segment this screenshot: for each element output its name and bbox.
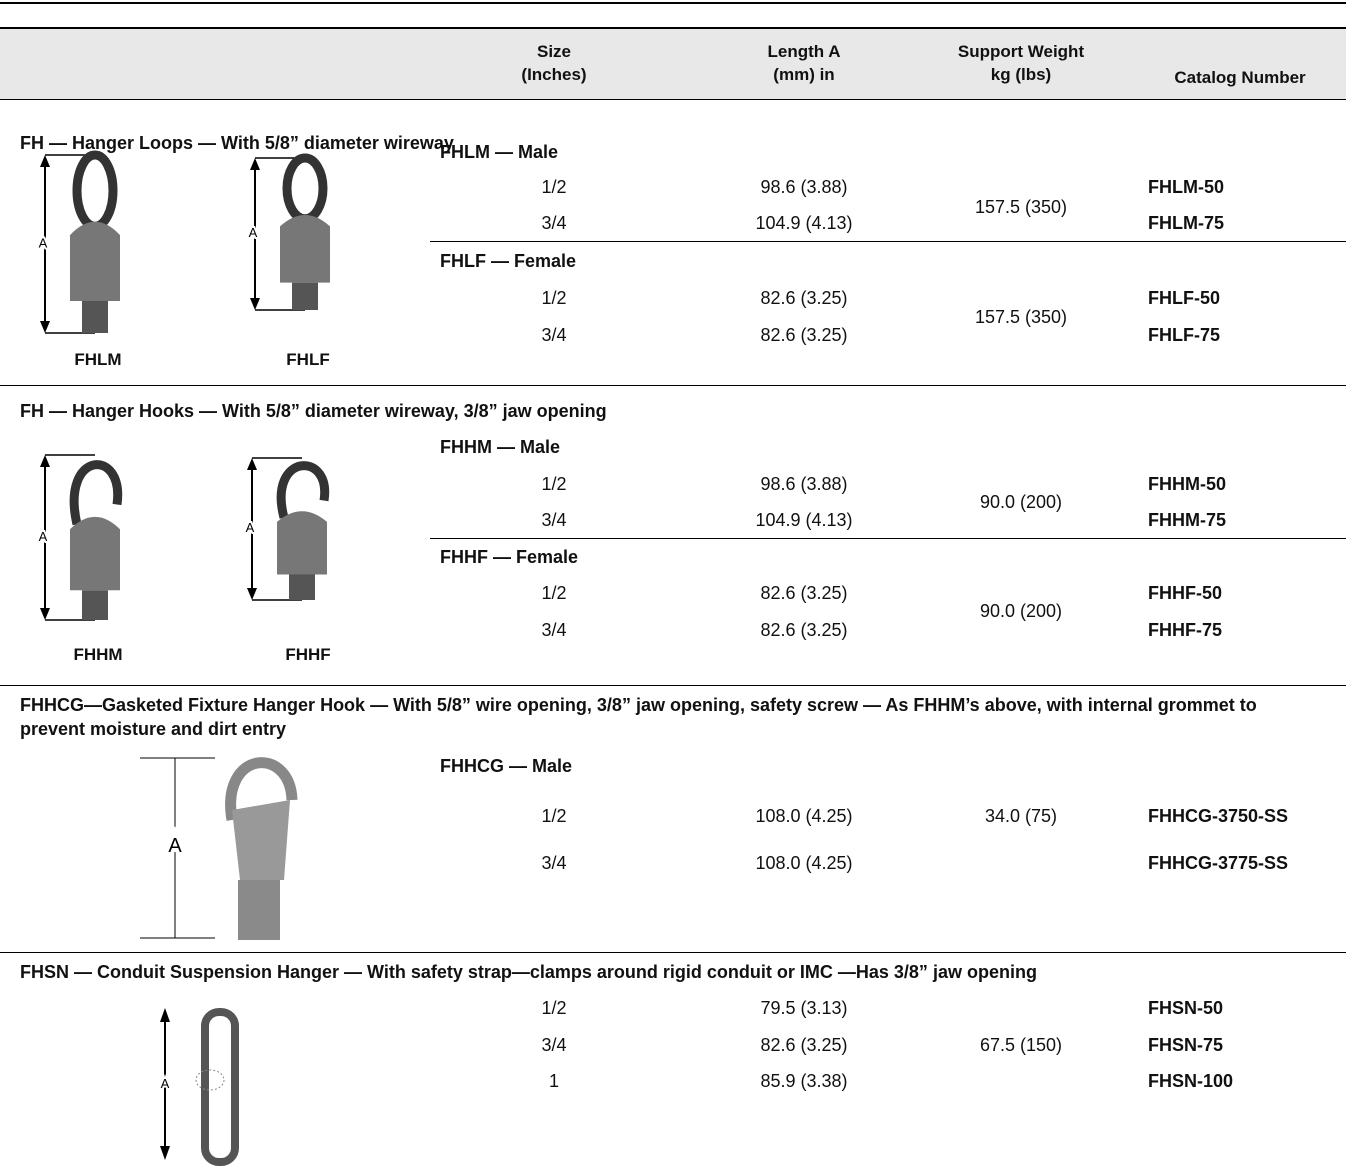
size: 3/4 (541, 325, 567, 345)
section-title: FH — Hanger Hooks — With 5/8” diameter w… (20, 401, 607, 421)
size: 1/2 (541, 177, 567, 197)
section-title: FHSN — Conduit Suspension Hanger — With … (20, 962, 1037, 982)
column-header: (Inches) (521, 65, 587, 84)
image-caption: FHHF (285, 645, 331, 664)
image-caption: FHLM (74, 350, 122, 369)
section-divider (0, 685, 1346, 686)
image-caption: FHHM (73, 645, 123, 664)
catalog-number: FHSN-50 (1148, 998, 1224, 1018)
group-divider (430, 241, 1346, 242)
column-header: Catalog Number (1174, 68, 1306, 87)
length: 79.5 (3.13) (760, 998, 848, 1018)
group-title: FHHM — Male (440, 437, 561, 457)
size: 3/4 (541, 510, 567, 530)
dimension-label: A (39, 529, 48, 544)
body (70, 516, 120, 591)
hook (69, 460, 123, 526)
header-band (0, 27, 1346, 100)
length: 82.6 (3.25) (760, 325, 848, 345)
catalog-number: FHSN-100 (1148, 1071, 1234, 1091)
length: 108.0 (4.25) (755, 806, 853, 826)
chain (195, 1069, 225, 1091)
length: 108.0 (4.25) (755, 853, 853, 873)
size: 3/4 (541, 853, 567, 873)
group-title: FHHCG — Male (440, 756, 573, 776)
dimension-label: A (168, 835, 182, 857)
size: 1/2 (541, 583, 567, 603)
length: 98.6 (3.88) (760, 177, 848, 197)
body (280, 215, 330, 283)
thread (82, 300, 108, 333)
length: 104.9 (4.13) (755, 213, 853, 233)
size: 1/2 (541, 474, 567, 494)
support-weight: 157.5 (350) (974, 197, 1068, 217)
size: 3/4 (541, 213, 567, 233)
thread (292, 282, 318, 310)
catalog-number: FHHM-75 (1148, 510, 1227, 530)
size: 1 (548, 1071, 560, 1091)
loop (72, 150, 118, 231)
support-weight: 90.0 (200) (979, 492, 1063, 512)
loop (282, 153, 328, 224)
section-divider (0, 385, 1346, 386)
section-divider (0, 952, 1346, 953)
body (70, 221, 120, 301)
thread (82, 590, 108, 620)
body (232, 800, 290, 880)
section-title: FH — Hanger Loops — With 5/8” diameter w… (20, 133, 454, 153)
support-weight: 157.5 (350) (974, 307, 1068, 327)
hook (276, 461, 330, 519)
image-caption: FHLF (286, 350, 330, 369)
catalog-number: FHSN-75 (1148, 1035, 1224, 1055)
support-weight: 67.5 (150) (979, 1035, 1063, 1055)
catalog-number: FHLM-75 (1148, 213, 1224, 233)
size: 3/4 (541, 620, 567, 640)
size: 1/2 (541, 998, 567, 1018)
dimension-label: A (246, 520, 255, 535)
catalog-number: FHHCG-3750-SS (1148, 806, 1289, 826)
column-header: Length A (767, 42, 841, 61)
size: 3/4 (541, 1035, 567, 1055)
catalog-number: FHHM-50 (1148, 474, 1227, 494)
catalog-number: FHLM-50 (1148, 177, 1224, 197)
column-header: kg (lbs) (990, 65, 1052, 84)
length: 82.6 (3.25) (760, 583, 848, 603)
group-title: FHLM — Male (440, 142, 559, 162)
dimension-label: A (39, 236, 48, 251)
body (277, 511, 327, 575)
length: 82.6 (3.25) (760, 288, 848, 308)
hook (225, 757, 298, 821)
length: 82.6 (3.25) (760, 620, 848, 640)
section-title: FHHCG—Gasketed Fixture Hanger Hook — Wit… (20, 695, 1257, 739)
size: 1/2 (541, 288, 567, 308)
top-rule (0, 2, 1346, 4)
column-header: Size (536, 42, 572, 61)
catalog-number: FHHF-75 (1148, 620, 1223, 640)
dimension-label: A (249, 225, 258, 240)
catalog-number: FHHF-50 (1148, 583, 1223, 603)
dimension-label: A (161, 1076, 170, 1091)
catalog-number: FHLF-50 (1148, 288, 1220, 308)
column-header: Support Weight (957, 42, 1085, 61)
group-divider (430, 538, 1346, 539)
length: 104.9 (4.13) (755, 510, 853, 530)
group-title: FHLF — Female (440, 251, 577, 271)
thread (289, 574, 315, 600)
support-weight: 90.0 (200) (979, 601, 1063, 621)
support-weight: 34.0 (75) (984, 806, 1058, 826)
catalog-number: FHLF-75 (1148, 325, 1220, 345)
column-header: (mm) in (773, 65, 835, 84)
length: 82.6 (3.25) (760, 1035, 848, 1055)
strap (201, 1008, 239, 1166)
thread (238, 880, 280, 940)
length: 85.9 (3.38) (760, 1071, 848, 1091)
length: 98.6 (3.88) (760, 474, 848, 494)
group-title: FHHF — Female (440, 547, 579, 567)
size: 1/2 (541, 806, 567, 826)
catalog-number: FHHCG-3775-SS (1148, 853, 1289, 873)
